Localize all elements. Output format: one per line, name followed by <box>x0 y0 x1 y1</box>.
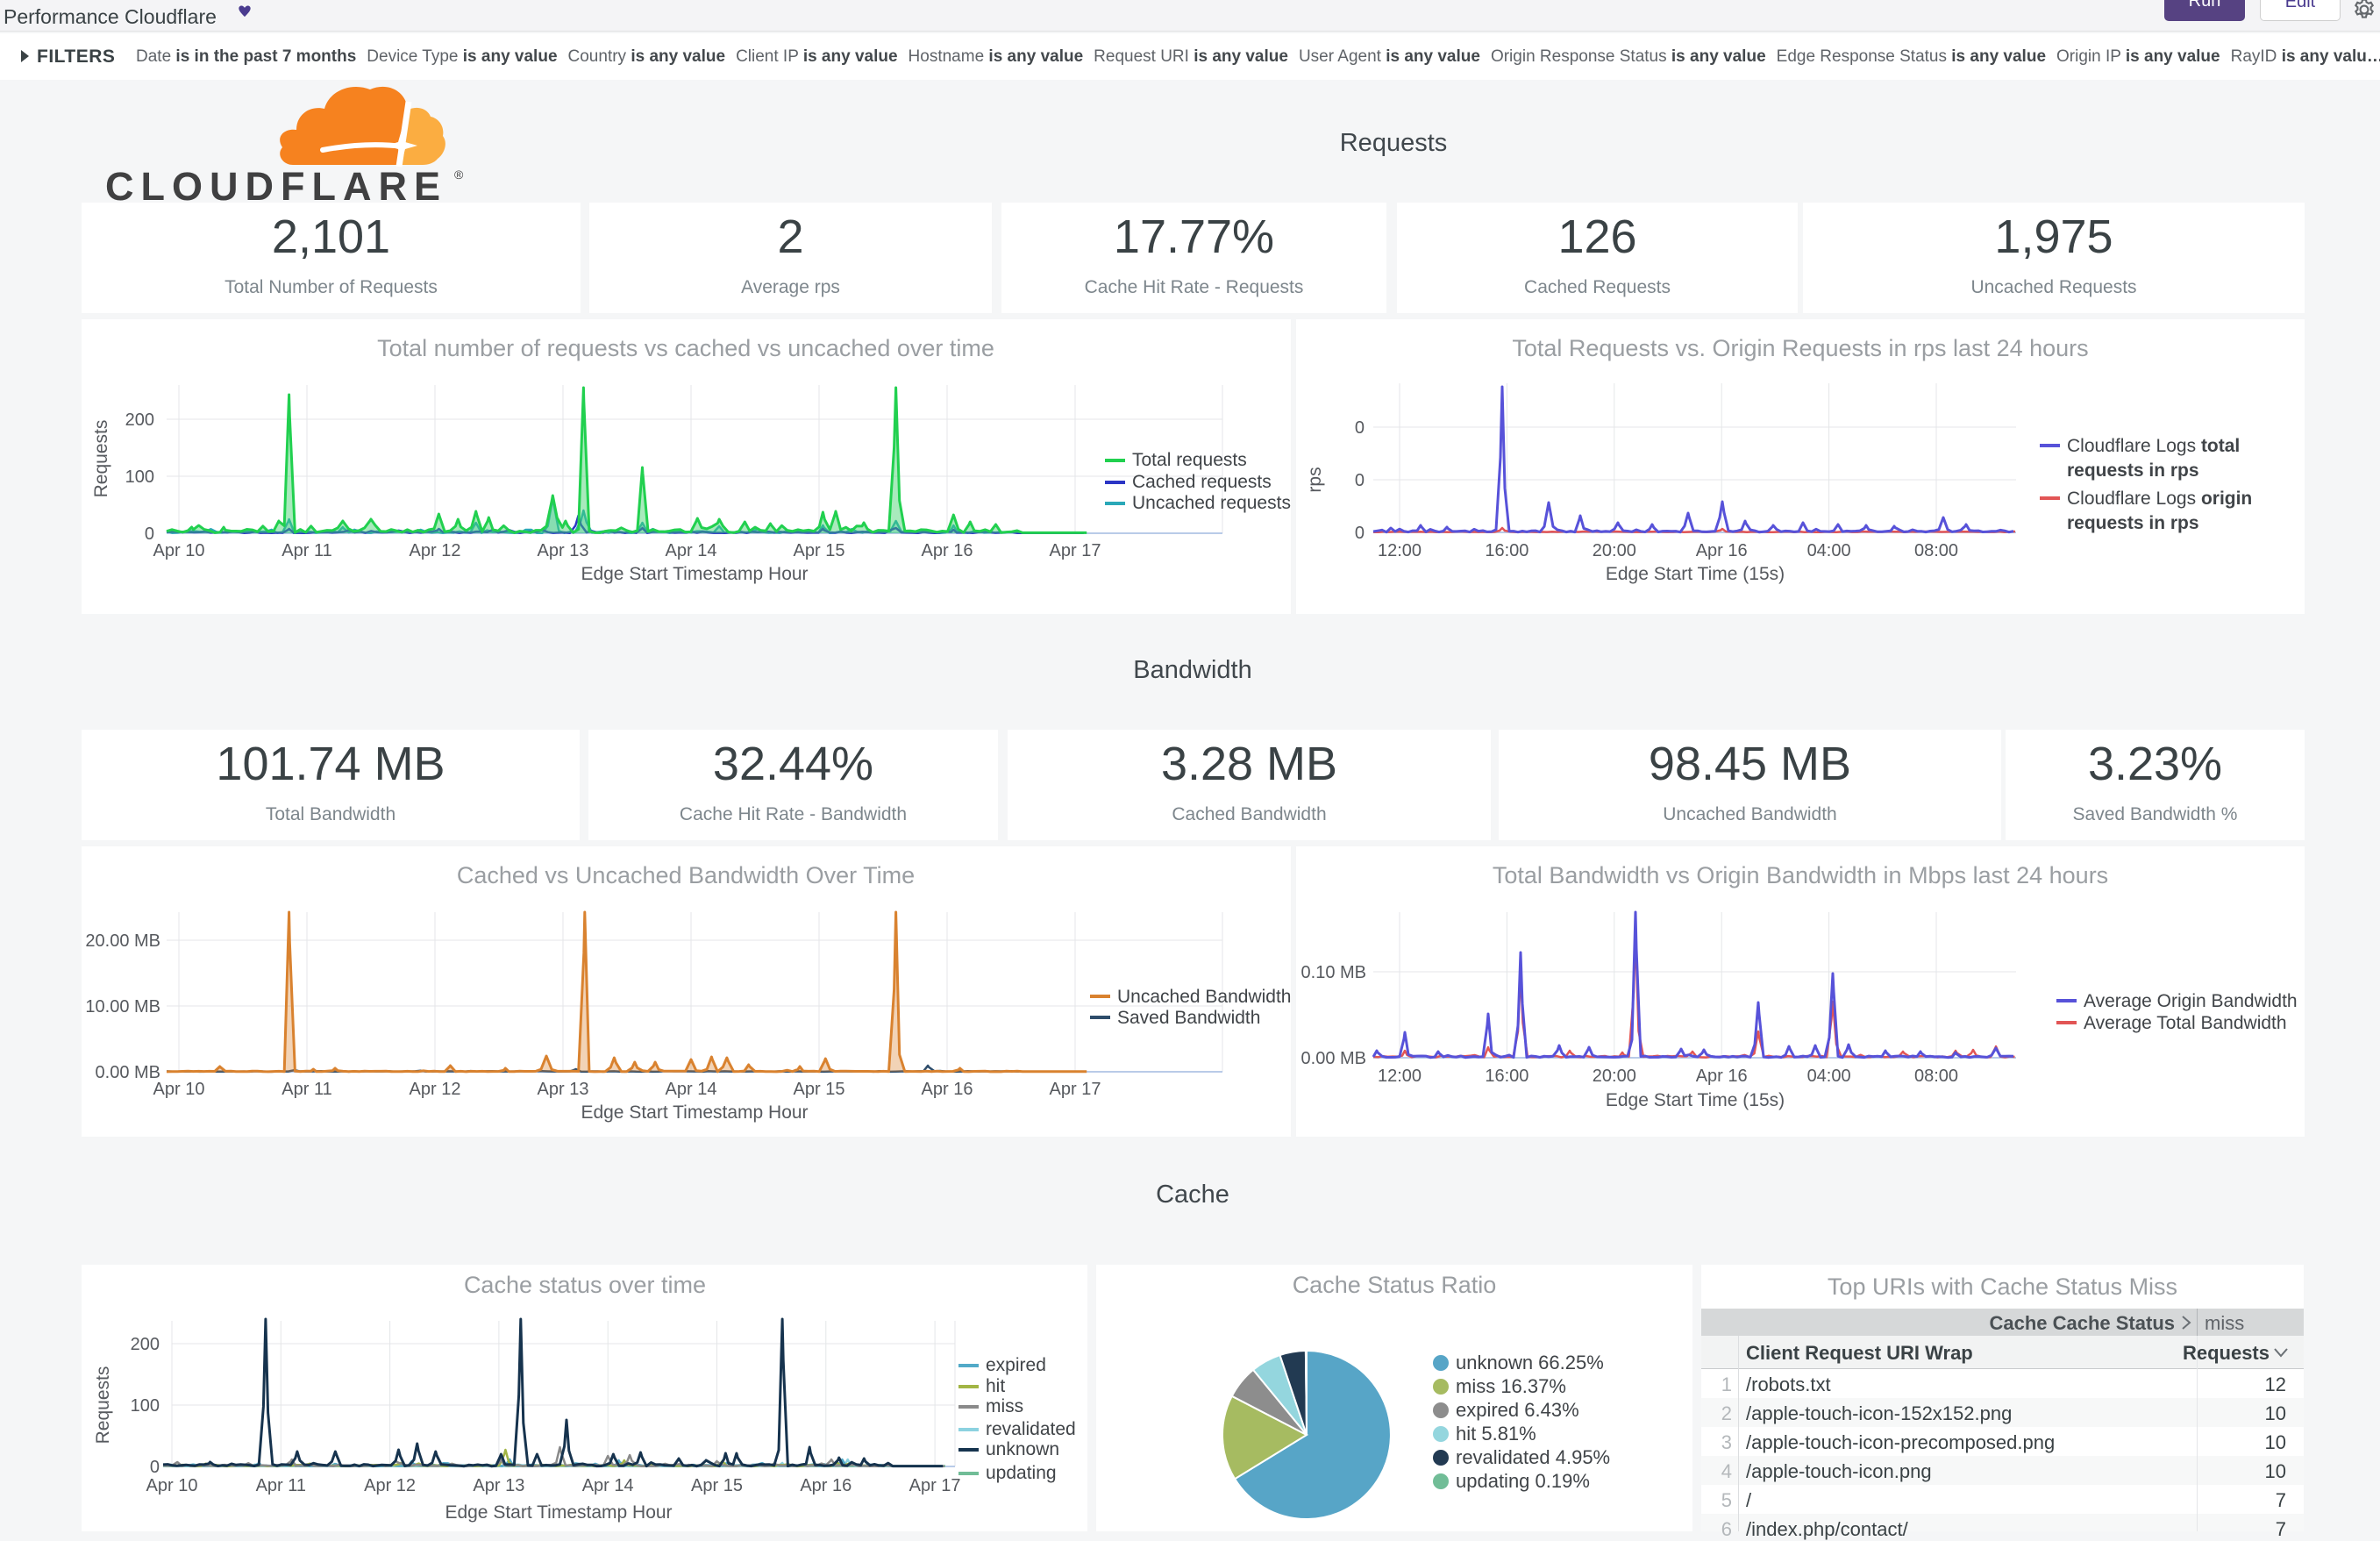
svg-text:Cloudflare Logs total: Cloudflare Logs total <box>2067 436 2240 456</box>
svg-text:expired: expired <box>986 1355 1046 1375</box>
svg-text:Apr 12: Apr 12 <box>410 1080 461 1099</box>
svg-text:Average Total Bandwidth: Average Total Bandwidth <box>2084 1013 2287 1033</box>
svg-text:Apr 16: Apr 16 <box>800 1476 852 1495</box>
svg-text:requests in rps: requests in rps <box>2067 460 2199 481</box>
svg-text:Apr 16: Apr 16 <box>1696 1067 1748 1086</box>
svg-text:Apr 15: Apr 15 <box>794 541 845 560</box>
svg-text:Edge Start Time (15s): Edge Start Time (15s) <box>1606 564 1785 584</box>
svg-text:updating 0.19%: updating 0.19% <box>1456 1470 1590 1492</box>
svg-text:Apr 14: Apr 14 <box>666 1080 717 1099</box>
svg-text:Requests: Requests <box>91 420 111 498</box>
svg-text:Apr 12: Apr 12 <box>410 541 461 560</box>
svg-text:expired 6.43%: expired 6.43% <box>1456 1399 1579 1421</box>
svg-text:12:00: 12:00 <box>1378 541 1422 560</box>
svg-text:hit: hit <box>986 1376 1005 1396</box>
svg-text:Edge Start Timestamp Hour: Edge Start Timestamp Hour <box>445 1502 672 1523</box>
svg-text:®: ® <box>454 168 464 182</box>
svg-text:Apr 17: Apr 17 <box>1050 1080 1101 1099</box>
svg-text:0.10 MB: 0.10 MB <box>1301 963 1366 982</box>
svg-text:revalidated: revalidated <box>986 1419 1076 1439</box>
svg-text:20.00 MB: 20.00 MB <box>85 931 160 951</box>
svg-text:miss 16.37%: miss 16.37% <box>1456 1375 1566 1397</box>
svg-text:100: 100 <box>131 1396 160 1416</box>
svg-text:04:00: 04:00 <box>1807 541 1851 560</box>
svg-text:08:00: 08:00 <box>1914 1067 1958 1086</box>
svg-text:Apr 10: Apr 10 <box>146 1476 198 1495</box>
svg-text:Apr 13: Apr 13 <box>538 1080 589 1099</box>
svg-text:Apr 11: Apr 11 <box>281 541 331 560</box>
svg-text:16:00: 16:00 <box>1485 541 1528 560</box>
svg-text:Apr 13: Apr 13 <box>538 541 589 560</box>
svg-text:Edge Start Timestamp Hour: Edge Start Timestamp Hour <box>581 564 808 584</box>
svg-text:Uncached requests: Uncached requests <box>1132 493 1291 513</box>
svg-text:0: 0 <box>1355 524 1365 543</box>
svg-text:Requests: Requests <box>93 1366 113 1445</box>
svg-text:08:00: 08:00 <box>1914 541 1958 560</box>
svg-text:Apr 10: Apr 10 <box>153 541 205 560</box>
svg-text:unknown: unknown <box>986 1439 1059 1459</box>
svg-text:0.00 MB: 0.00 MB <box>1301 1049 1366 1068</box>
svg-text:rps: rps <box>1305 467 1325 492</box>
svg-text:0.00 MB: 0.00 MB <box>96 1063 160 1082</box>
svg-text:Apr 10: Apr 10 <box>153 1080 205 1099</box>
svg-text:Apr 11: Apr 11 <box>281 1080 331 1099</box>
svg-text:Apr 17: Apr 17 <box>1050 541 1101 560</box>
svg-text:Apr 16: Apr 16 <box>922 1080 973 1099</box>
svg-text:Apr 15: Apr 15 <box>691 1476 743 1495</box>
svg-text:Apr 14: Apr 14 <box>582 1476 634 1495</box>
svg-text:200: 200 <box>131 1335 160 1354</box>
svg-text:miss: miss <box>986 1396 1023 1416</box>
svg-text:Cached vs Uncached Bandwidth O: Cached vs Uncached Bandwidth Over Time <box>457 862 915 888</box>
svg-text:04:00: 04:00 <box>1807 1067 1851 1086</box>
svg-text:Uncached Bandwidth: Uncached Bandwidth <box>1117 987 1291 1007</box>
svg-text:Apr 17: Apr 17 <box>909 1476 961 1495</box>
svg-text:Edge Start Time (15s): Edge Start Time (15s) <box>1606 1090 1785 1110</box>
svg-text:20:00: 20:00 <box>1593 541 1636 560</box>
svg-text:Cache Status Ratio: Cache Status Ratio <box>1293 1272 1497 1298</box>
svg-text:0: 0 <box>1355 418 1365 438</box>
svg-text:Total requests: Total requests <box>1132 450 1247 470</box>
svg-text:hit 5.81%: hit 5.81% <box>1456 1423 1536 1445</box>
svg-text:revalidated 4.95%: revalidated 4.95% <box>1456 1446 1610 1468</box>
svg-text:CLOUDFLARE: CLOUDFLARE <box>105 164 447 209</box>
svg-text:16:00: 16:00 <box>1485 1067 1528 1086</box>
svg-text:updating: updating <box>986 1463 1057 1483</box>
svg-text:0: 0 <box>1355 471 1365 490</box>
svg-text:requests in rps: requests in rps <box>2067 513 2199 533</box>
svg-text:100: 100 <box>125 467 154 487</box>
svg-text:Apr 15: Apr 15 <box>794 1080 845 1099</box>
svg-text:Cached requests: Cached requests <box>1132 472 1272 492</box>
svg-text:Apr 14: Apr 14 <box>666 541 717 560</box>
svg-text:Saved Bandwidth: Saved Bandwidth <box>1117 1008 1260 1028</box>
svg-text:Cloudflare Logs origin: Cloudflare Logs origin <box>2067 489 2252 509</box>
svg-text:Apr 13: Apr 13 <box>473 1476 524 1495</box>
svg-text:20:00: 20:00 <box>1593 1067 1636 1086</box>
svg-text:Cache status over time: Cache status over time <box>464 1272 706 1298</box>
svg-text:12:00: 12:00 <box>1378 1067 1422 1086</box>
svg-text:Edge Start Timestamp Hour: Edge Start Timestamp Hour <box>581 1102 808 1123</box>
svg-text:Average Origin Bandwidth: Average Origin Bandwidth <box>2084 991 2298 1011</box>
svg-text:Apr 16: Apr 16 <box>922 541 973 560</box>
svg-text:Apr 11: Apr 11 <box>256 1476 306 1495</box>
svg-text:Apr 12: Apr 12 <box>364 1476 416 1495</box>
svg-text:0: 0 <box>145 524 154 544</box>
svg-text:200: 200 <box>125 410 154 430</box>
svg-text:Total Requests vs. Origin Requ: Total Requests vs. Origin Requests in rp… <box>1512 335 2088 361</box>
svg-text:Total Bandwidth vs Origin Band: Total Bandwidth vs Origin Bandwidth in M… <box>1493 862 2108 888</box>
svg-text:Total number of requests vs ca: Total number of requests vs cached vs un… <box>377 335 994 361</box>
svg-text:unknown 66.25%: unknown 66.25% <box>1456 1352 1604 1373</box>
svg-text:10.00 MB: 10.00 MB <box>85 997 160 1017</box>
svg-text:0: 0 <box>150 1458 160 1477</box>
svg-text:Apr 16: Apr 16 <box>1696 541 1748 560</box>
